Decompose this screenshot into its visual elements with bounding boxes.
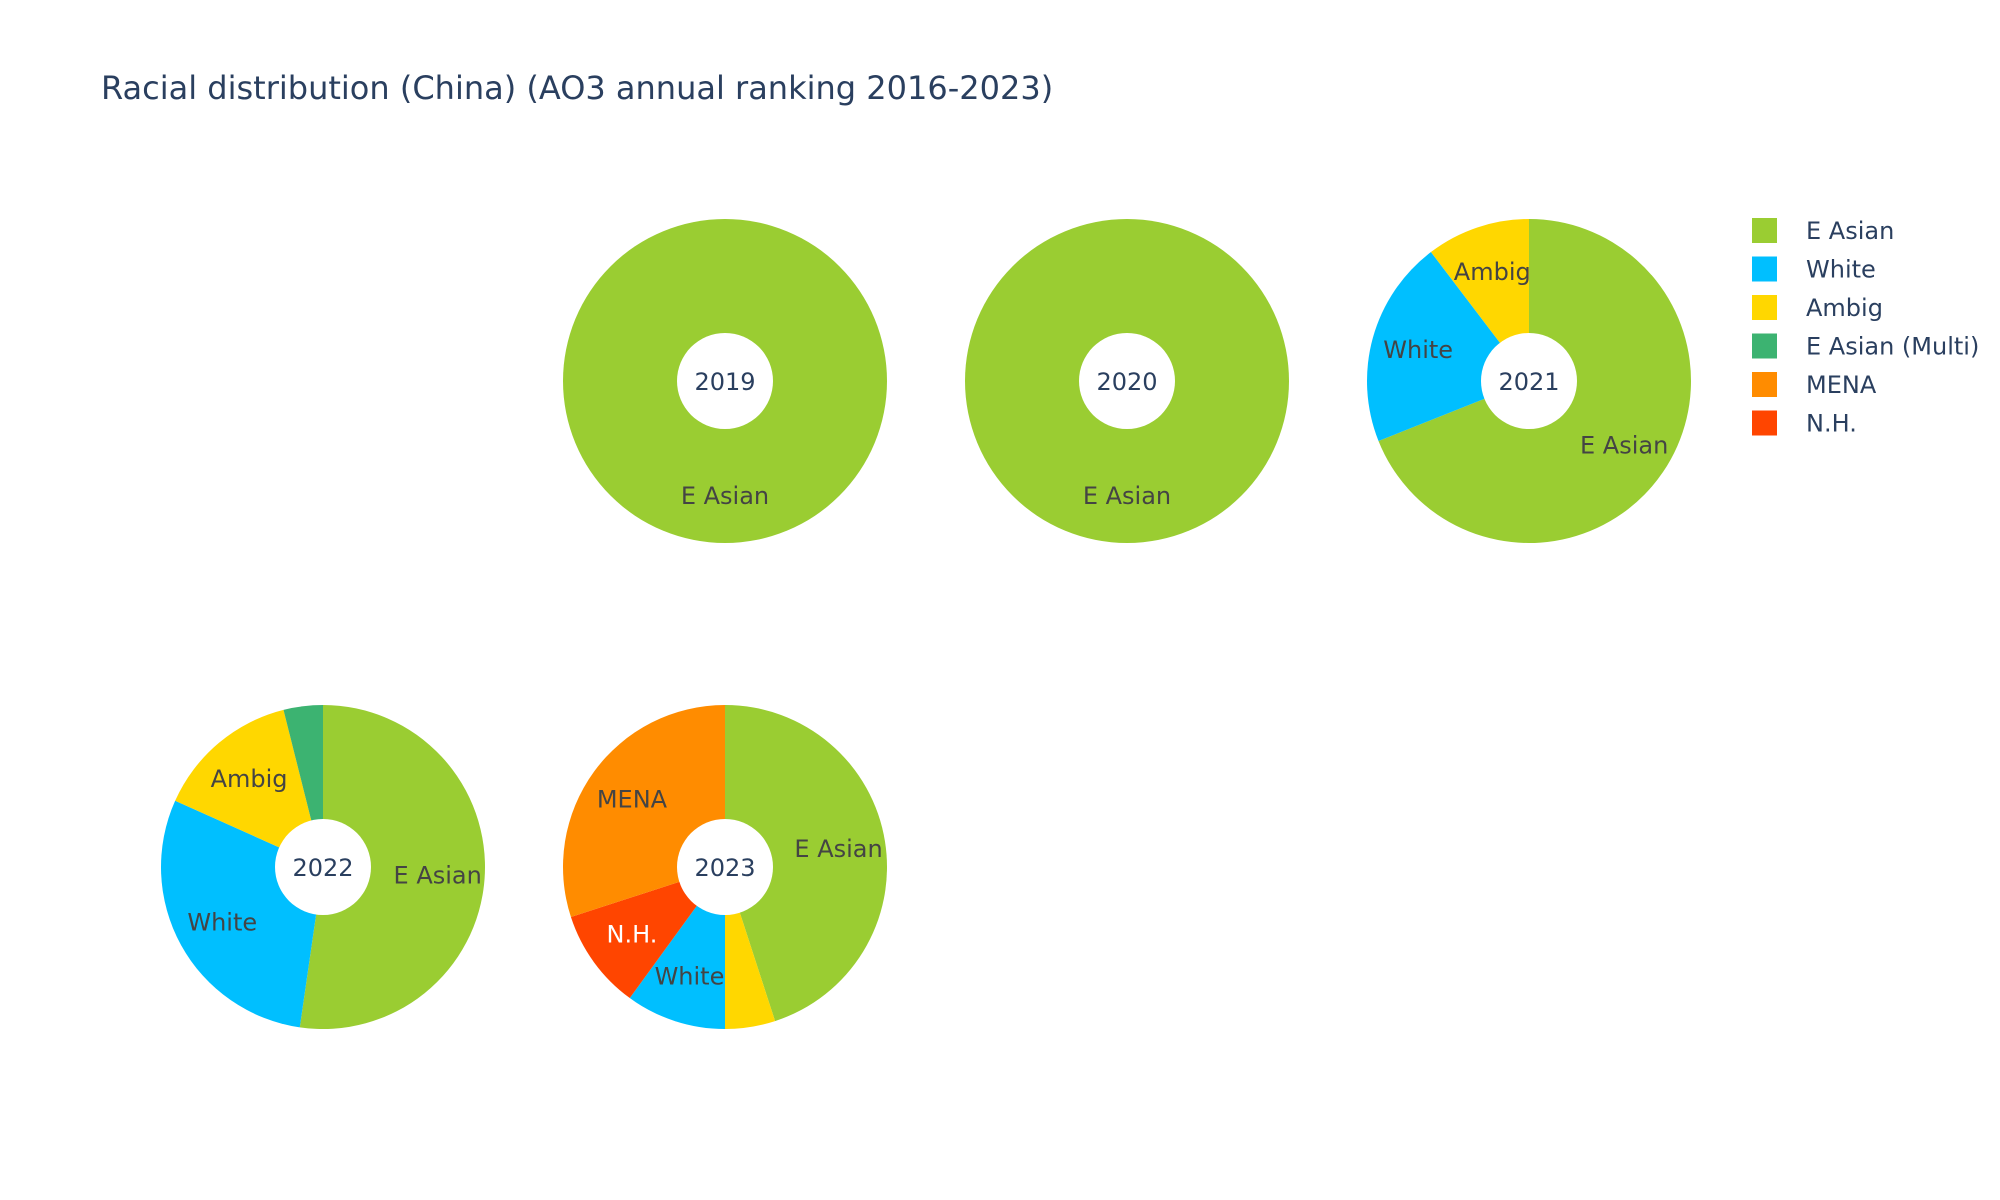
slice-label-2019-e-asian: E Asian [681,482,769,510]
donut-hole [1079,333,1175,429]
legend-item-n-h-[interactable]: N.H. [1752,410,1857,438]
pie-2022: E Asian White Ambig 2022 [161,705,486,1029]
pie-2021: E Asian White Ambig 2021 [1367,219,1692,543]
slice-label-2023-e-asian: E Asian [794,835,882,863]
legend-swatch [1752,410,1777,436]
donut-hole [677,333,773,429]
legend-swatch [1752,295,1777,320]
slice-label-2023-n-h-: N.H. [607,921,658,949]
legend-label: Ambig [1806,294,1883,322]
legend-swatch [1752,372,1777,397]
pie-2023: E Asian White N.H. MENA 2023 [563,704,887,1029]
donut-hole [275,819,371,915]
legend-item-white[interactable]: White [1752,256,1876,284]
slice-label-2021-white: White [1383,336,1453,364]
slice-label-2022-ambig: Ambig [211,765,288,793]
pie-year-label: 2022 [292,854,353,882]
pie-2019: E Asian 2019 [563,219,887,543]
legend: E Asian White Ambig E Asian (Multi) MENA N.H. [1752,217,1979,438]
pie-year-label: 2021 [1498,368,1559,396]
slice-2022-e-asian [299,705,486,1029]
slice-label-2020-e-asian: E Asian [1083,482,1171,510]
slice-label-2023-mena: MENA [597,785,668,813]
slice-label-2023-white: White [655,962,725,990]
chart-title: Racial distribution (China) (AO3 annual … [101,69,1053,107]
legend-item-e-asian-multi-[interactable]: E Asian (Multi) [1752,333,1979,361]
legend-label: White [1806,256,1876,284]
donut-hole [677,819,773,915]
legend-swatch [1752,333,1777,359]
slice-2022-ambig [175,709,323,867]
pie-2020: E Asian 2020 [965,219,1289,543]
legend-label: E Asian (Multi) [1806,333,1979,361]
slice-label-2022-e-asian: E Asian [394,861,482,889]
legend-label: N.H. [1806,410,1857,438]
slice-label-2022-white: White [187,908,257,936]
slice-2023-e-asian [725,705,887,1022]
pies-group: E Asian 2019 E Asian 2020 E Asian White Ambig 2… [161,219,1692,1029]
donut-hole [1481,333,1577,429]
legend-item-ambig[interactable]: Ambig [1752,294,1883,322]
pie-year-label: 2019 [694,368,755,396]
slice-label-2021-e-asian: E Asian [1580,432,1668,460]
legend-swatch [1752,218,1777,243]
pie-year-label: 2020 [1096,368,1157,396]
legend-swatch [1752,256,1777,282]
legend-item-mena[interactable]: MENA [1752,371,1877,399]
legend-label: E Asian [1806,217,1894,245]
legend-item-e-asian[interactable]: E Asian [1752,217,1894,245]
pie-year-label: 2023 [694,854,755,882]
legend-label: MENA [1806,371,1877,399]
slice-2023-n-h- [570,867,725,999]
slice-label-2021-ambig: Ambig [1454,258,1531,286]
